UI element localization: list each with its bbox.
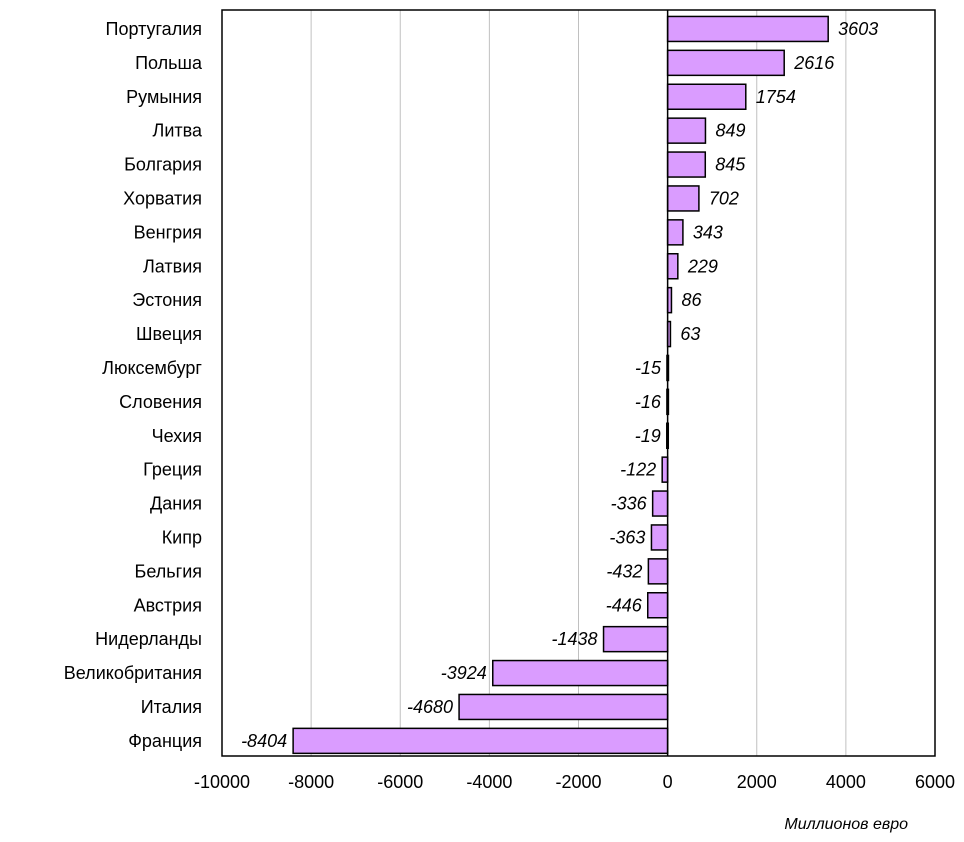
- value-label-7: 229: [687, 256, 718, 276]
- value-label-6: 343: [693, 222, 723, 242]
- category-label-9: Швеция: [136, 324, 202, 344]
- bar-3: [666, 117, 707, 144]
- x-tick-label-2: -6000: [377, 772, 423, 792]
- x-tick-label-0: -10000: [194, 772, 250, 792]
- x-tick-label-4: -2000: [555, 772, 601, 792]
- value-label-1: 2616: [793, 53, 835, 73]
- bar-7: [666, 253, 679, 280]
- value-label-8: 86: [681, 290, 702, 310]
- value-label-17: -446: [606, 595, 643, 615]
- value-label-16: -432: [606, 561, 642, 581]
- category-label-17: Австрия: [134, 595, 202, 615]
- value-label-4: 845: [715, 155, 746, 175]
- category-label-0: Португалия: [106, 19, 203, 39]
- plot-border: [221, 9, 936, 757]
- category-label-6: Венгрия: [134, 222, 202, 242]
- value-label-5: 702: [709, 188, 739, 208]
- value-label-0: 3603: [838, 19, 878, 39]
- value-label-13: -122: [620, 460, 656, 480]
- x-axis-title: Миллионов евро: [784, 816, 908, 833]
- x-tick-label-1: -8000: [288, 772, 334, 792]
- bar-14: [651, 490, 669, 517]
- category-label-12: Чехия: [152, 426, 202, 446]
- x-tick-label-6: 2000: [737, 772, 777, 792]
- value-label-12: -19: [635, 426, 661, 446]
- bar-17: [647, 592, 669, 619]
- category-label-1: Польша: [135, 53, 203, 73]
- category-label-16: Бельгия: [135, 561, 202, 581]
- category-label-11: Словения: [119, 392, 202, 412]
- category-label-7: Латвия: [143, 256, 202, 276]
- value-label-11: -16: [635, 392, 662, 412]
- category-label-4: Болгария: [124, 155, 202, 175]
- value-label-20: -4680: [407, 697, 453, 717]
- bar-15: [650, 524, 669, 551]
- value-label-21: -8404: [241, 731, 287, 751]
- value-label-18: -1438: [551, 629, 597, 649]
- category-label-20: Италия: [141, 697, 202, 717]
- bars: [292, 15, 829, 755]
- category-label-21: Франция: [128, 731, 202, 751]
- bar-4: [666, 151, 707, 178]
- category-label-19: Великобритания: [64, 663, 202, 683]
- x-tick-label-8: 6000: [915, 772, 955, 792]
- bar-21: [292, 727, 669, 755]
- bar-5: [666, 185, 700, 212]
- x-tick-label-5: 0: [663, 772, 673, 792]
- bar-19: [492, 659, 669, 687]
- category-label-15: Кипр: [162, 527, 202, 547]
- bar-1: [666, 49, 785, 77]
- labels: Португалия 3603 Польша 2616 Румыния 1754 Литва…: [64, 19, 878, 751]
- category-label-18: Нидерланды: [95, 629, 202, 649]
- x-axis-ticks: -10000 -8000 -6000 -4000 -2000 0 2000 4000 6000: [194, 772, 955, 792]
- x-tick-label-7: 4000: [826, 772, 866, 792]
- bar-16: [647, 558, 669, 585]
- category-label-14: Дания: [150, 494, 202, 514]
- value-label-2: 1754: [756, 87, 796, 107]
- value-label-14: -336: [611, 494, 648, 514]
- bar-0: [666, 15, 829, 43]
- category-label-3: Литва: [153, 121, 203, 141]
- bar-13: [661, 456, 669, 483]
- bar-18: [602, 625, 669, 653]
- plot-frame: [221, 9, 936, 757]
- value-label-15: -363: [609, 527, 645, 547]
- bar-6: [666, 219, 684, 246]
- category-label-2: Румыния: [126, 87, 202, 107]
- category-label-5: Хорватия: [123, 188, 202, 208]
- value-label-10: -15: [635, 358, 662, 378]
- category-label-8: Эстония: [132, 290, 202, 310]
- bar-2: [666, 83, 747, 110]
- value-label-3: 849: [715, 121, 745, 141]
- x-tick-label-3: -4000: [466, 772, 512, 792]
- value-label-19: -3924: [441, 663, 487, 683]
- bar-20: [458, 693, 669, 721]
- value-label-9: 63: [680, 324, 700, 344]
- category-label-13: Греция: [143, 460, 202, 480]
- category-label-10: Люксембург: [102, 358, 202, 378]
